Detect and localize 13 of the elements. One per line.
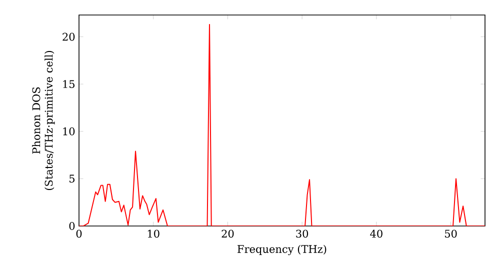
x-tick-label: 10 (148, 230, 160, 238)
x-tick-label: 40 (370, 230, 382, 238)
y-tick-label: 10 (63, 127, 75, 136)
x-axis-title: Frequency (THz) (238, 244, 326, 256)
x-tick-label: 20 (222, 230, 234, 238)
x-tick-label: 30 (296, 230, 308, 238)
y-tick-label: 0 (69, 222, 75, 230)
y-tick-label: 5 (70, 174, 74, 183)
y-axis-title: Phonon DOS (States/THz·primitive cell) (32, 50, 55, 190)
x-tick-label: 0 (76, 230, 82, 238)
y-tick-label: 15 (63, 80, 74, 88)
x-tick-label: 50 (445, 230, 457, 238)
y-tick-label: 20 (62, 32, 75, 41)
